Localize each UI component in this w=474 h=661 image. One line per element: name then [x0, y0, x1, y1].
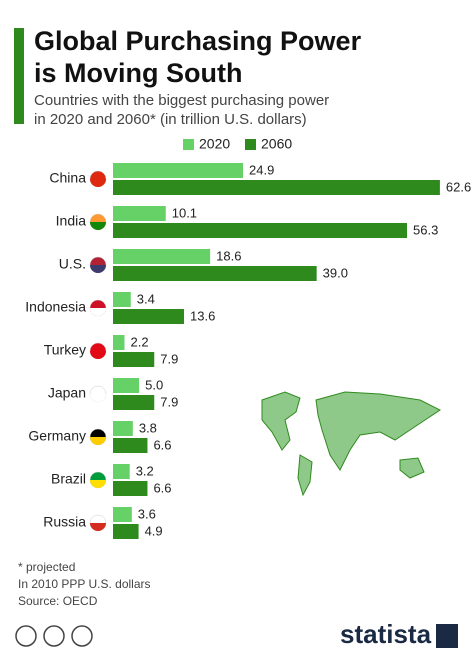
license-icons [15, 625, 93, 647]
value-label: 3.8 [139, 420, 157, 435]
bar [113, 481, 148, 496]
value-label: 2.2 [130, 334, 148, 349]
category-label: India [56, 213, 87, 229]
accent-bar [14, 28, 24, 124]
bar [113, 438, 148, 453]
bar [113, 395, 155, 410]
value-label: 3.2 [136, 463, 154, 478]
legend-label: 2060 [261, 136, 292, 152]
legend-label: 2020 [199, 136, 230, 152]
category-label: U.S. [59, 256, 86, 272]
flag-icon [90, 351, 106, 359]
category-label: Germany [28, 428, 86, 444]
flag-icon [90, 480, 106, 488]
footnote: * projected [18, 560, 75, 574]
chart-title: Global Purchasing Power [34, 26, 362, 56]
flag-icon [90, 179, 106, 187]
category-label: Japan [48, 385, 86, 401]
flag-icon [90, 523, 106, 531]
bar [113, 249, 211, 264]
value-label: 62.6 [446, 179, 471, 194]
value-label: 5.0 [145, 377, 163, 392]
value-label: 6.6 [153, 437, 171, 452]
bar [113, 421, 133, 436]
value-label: 4.9 [145, 523, 163, 538]
value-label: 7.9 [160, 351, 178, 366]
bar [113, 309, 185, 324]
bar [113, 378, 140, 393]
bar [113, 464, 130, 479]
value-label: 18.6 [216, 248, 241, 263]
bar [113, 206, 166, 221]
value-label: 56.3 [413, 222, 438, 237]
subtitle: Countries with the biggest purchasing po… [34, 92, 329, 109]
brand-icon [436, 624, 458, 648]
bar [113, 292, 131, 307]
value-label: 10.1 [172, 205, 197, 220]
brand: statista [340, 619, 432, 649]
flag-icon [90, 222, 106, 230]
chart-title: is Moving South [34, 58, 243, 88]
flag-icon [90, 437, 106, 445]
world-map [261, 391, 441, 497]
bar [113, 335, 125, 350]
bar [113, 507, 132, 522]
category-label: Russia [43, 514, 86, 530]
value-label: 3.6 [138, 506, 156, 521]
bar [113, 163, 244, 178]
flag-icon [90, 394, 106, 402]
category-label: Turkey [44, 342, 86, 358]
legend-swatch [183, 139, 194, 150]
value-label: 39.0 [323, 265, 348, 280]
bar [113, 180, 440, 195]
bar [113, 223, 408, 238]
value-label: 3.4 [137, 291, 155, 306]
bar [113, 266, 317, 281]
footnote: Source: OECD [18, 594, 98, 608]
flag-icon [90, 308, 106, 316]
category-label: China [49, 170, 86, 186]
value-label: 24.9 [249, 162, 274, 177]
value-label: 13.6 [190, 308, 215, 323]
value-label: 6.6 [153, 480, 171, 495]
bar [113, 352, 155, 367]
value-label: 7.9 [160, 394, 178, 409]
bar [113, 524, 139, 539]
category-label: Brazil [51, 471, 86, 487]
flag-icon [90, 265, 106, 273]
subtitle: in 2020 and 2060* (in trillion U.S. doll… [34, 111, 307, 128]
footnote: In 2010 PPP U.S. dollars [18, 577, 151, 591]
legend-swatch [245, 139, 256, 150]
category-label: Indonesia [25, 299, 86, 315]
